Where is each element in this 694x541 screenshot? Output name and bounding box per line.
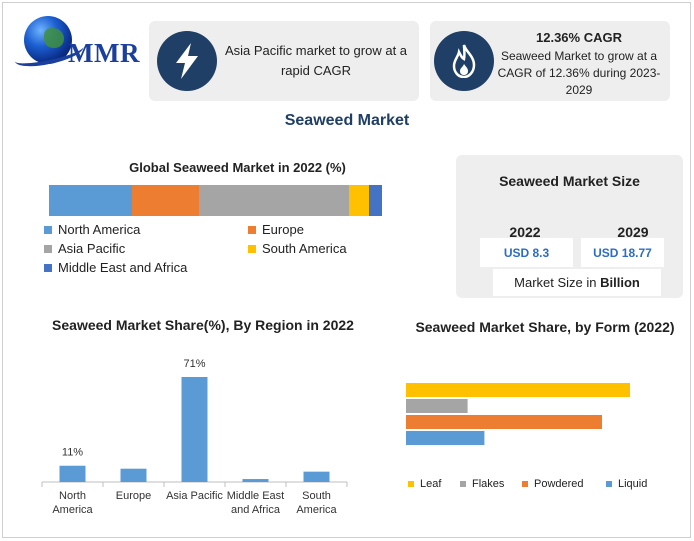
- market-size-title: Seaweed Market Size: [499, 173, 640, 189]
- cagr-card: 12.36% CAGR Seaweed Market to grow at a …: [430, 21, 670, 101]
- form-bar-powdered: [406, 415, 602, 429]
- region-tick-label-north-america: North: [59, 490, 86, 502]
- region-bar-asia-pacific: [181, 377, 208, 482]
- legend-item-south-america: South America: [248, 241, 347, 256]
- market-size-2029-value: USD 18.77: [581, 238, 664, 267]
- legend-swatch: [248, 225, 256, 234]
- legend-label: Europe: [262, 222, 304, 237]
- form-legend-item-flakes: Flakes: [460, 478, 504, 490]
- region-bar-south-america: [303, 471, 330, 482]
- form-chart-legend: Leaf Flakes Powdered Liquid: [400, 478, 690, 494]
- flame-icon: [434, 31, 494, 91]
- form-bar-flakes: [406, 399, 468, 413]
- unit-note-bold: Billion: [600, 275, 640, 290]
- legend-item-middle-east-and-africa: Middle East and Africa: [44, 260, 187, 275]
- asia-pacific-growth-card: Asia Pacific market to grow at a rapid C…: [149, 21, 419, 101]
- legend-label: Powdered: [534, 478, 584, 490]
- legend-swatch: [44, 244, 52, 253]
- region-tick-label-asia-pacific: Asia Pacific: [166, 490, 223, 502]
- globe-icon: [24, 16, 72, 64]
- market-size-2022-value: USD 8.3: [480, 238, 573, 267]
- legend-label: Flakes: [472, 478, 505, 490]
- legend-label: Asia Pacific: [58, 241, 126, 256]
- region-tick-label-europe: Europe: [116, 490, 151, 502]
- region-tick-label-south-america: America: [296, 504, 337, 516]
- form-legend-item-liquid: Liquid: [606, 478, 647, 490]
- legend-item-asia-pacific: Asia Pacific: [44, 241, 125, 256]
- legend-label: Liquid: [618, 478, 648, 490]
- region-bar-north-america: [59, 465, 86, 482]
- form-bar-leaf: [406, 383, 630, 397]
- region-bar-chart: 11% North America Europe 71% Asia Pacific Midd…: [41, 358, 348, 516]
- legend-item-north-america: North America: [44, 222, 140, 237]
- stacked-segment-north-america: [49, 185, 133, 216]
- region-bar-europe: [120, 468, 147, 482]
- legend-swatch: [606, 481, 612, 487]
- legend-item-europe: Europe: [248, 222, 304, 237]
- legend-swatch: [522, 481, 528, 487]
- form-legend-item-powdered: Powdered: [522, 478, 584, 490]
- year-2029-label: 2029: [617, 224, 649, 240]
- region-tick-label-south-america: South: [302, 490, 331, 502]
- legend-swatch: [44, 225, 52, 234]
- form-chart-title: Seaweed Market Share, by Form (2022): [415, 319, 675, 335]
- region-data-label-asia-pacific: 71%: [183, 358, 205, 370]
- stacked-bar-chart: [49, 185, 382, 216]
- page-title: Seaweed Market: [284, 112, 410, 129]
- region-bar-middle-east-and-africa: [242, 479, 269, 482]
- lightning-bolt-icon: [157, 31, 217, 91]
- stacked-chart-legend: North America Europe Asia Pacific South Ame…: [42, 222, 402, 282]
- legend-label: South America: [262, 241, 347, 256]
- cagr-text: Seaweed Market to grow at a CAGR of 12.3…: [497, 49, 661, 97]
- form-bar-liquid: [406, 431, 485, 445]
- stacked-segment-asia-pacific: [198, 185, 349, 216]
- unit-note-prefix: Market Size in: [514, 275, 601, 290]
- legend-swatch: [408, 481, 414, 487]
- legend-label: North America: [58, 222, 141, 237]
- region-data-label-north-america: 11%: [62, 447, 83, 459]
- stacked-chart-title: Global Seaweed Market in 2022 (%): [129, 160, 346, 175]
- region-tick-label-middle-east-and-africa: Middle East: [227, 490, 284, 502]
- asia-pacific-growth-text: Asia Pacific market to grow at a rapid C…: [224, 43, 408, 78]
- legend-swatch: [44, 263, 52, 272]
- form-bar-chart: [406, 383, 630, 445]
- market-size-unit-note: Market Size in Billion: [493, 269, 661, 296]
- year-2022-label: 2022: [509, 224, 541, 240]
- market-size-panel: Seaweed Market Size 2022 2029 USD 8.3 US…: [456, 155, 683, 298]
- legend-swatch: [248, 244, 256, 253]
- stacked-segment-middle-east-and-africa: [368, 185, 382, 216]
- mmr-logo: MMR: [12, 14, 140, 72]
- legend-label: Leaf: [420, 478, 442, 490]
- legend-label: Middle East and Africa: [58, 260, 188, 275]
- cagr-title: 12.36% CAGR: [536, 30, 622, 45]
- region-tick-label-north-america: America: [52, 504, 93, 516]
- region-tick-label-middle-east-and-africa: and Africa: [231, 504, 281, 516]
- stacked-segment-europe: [132, 185, 199, 216]
- region-chart-title: Seaweed Market Share(%), By Region in 20…: [52, 317, 354, 333]
- logo-text: MMR: [68, 38, 140, 68]
- stacked-segment-south-america: [348, 185, 369, 216]
- legend-swatch: [460, 481, 466, 487]
- form-legend-item-leaf: Leaf: [408, 478, 441, 490]
